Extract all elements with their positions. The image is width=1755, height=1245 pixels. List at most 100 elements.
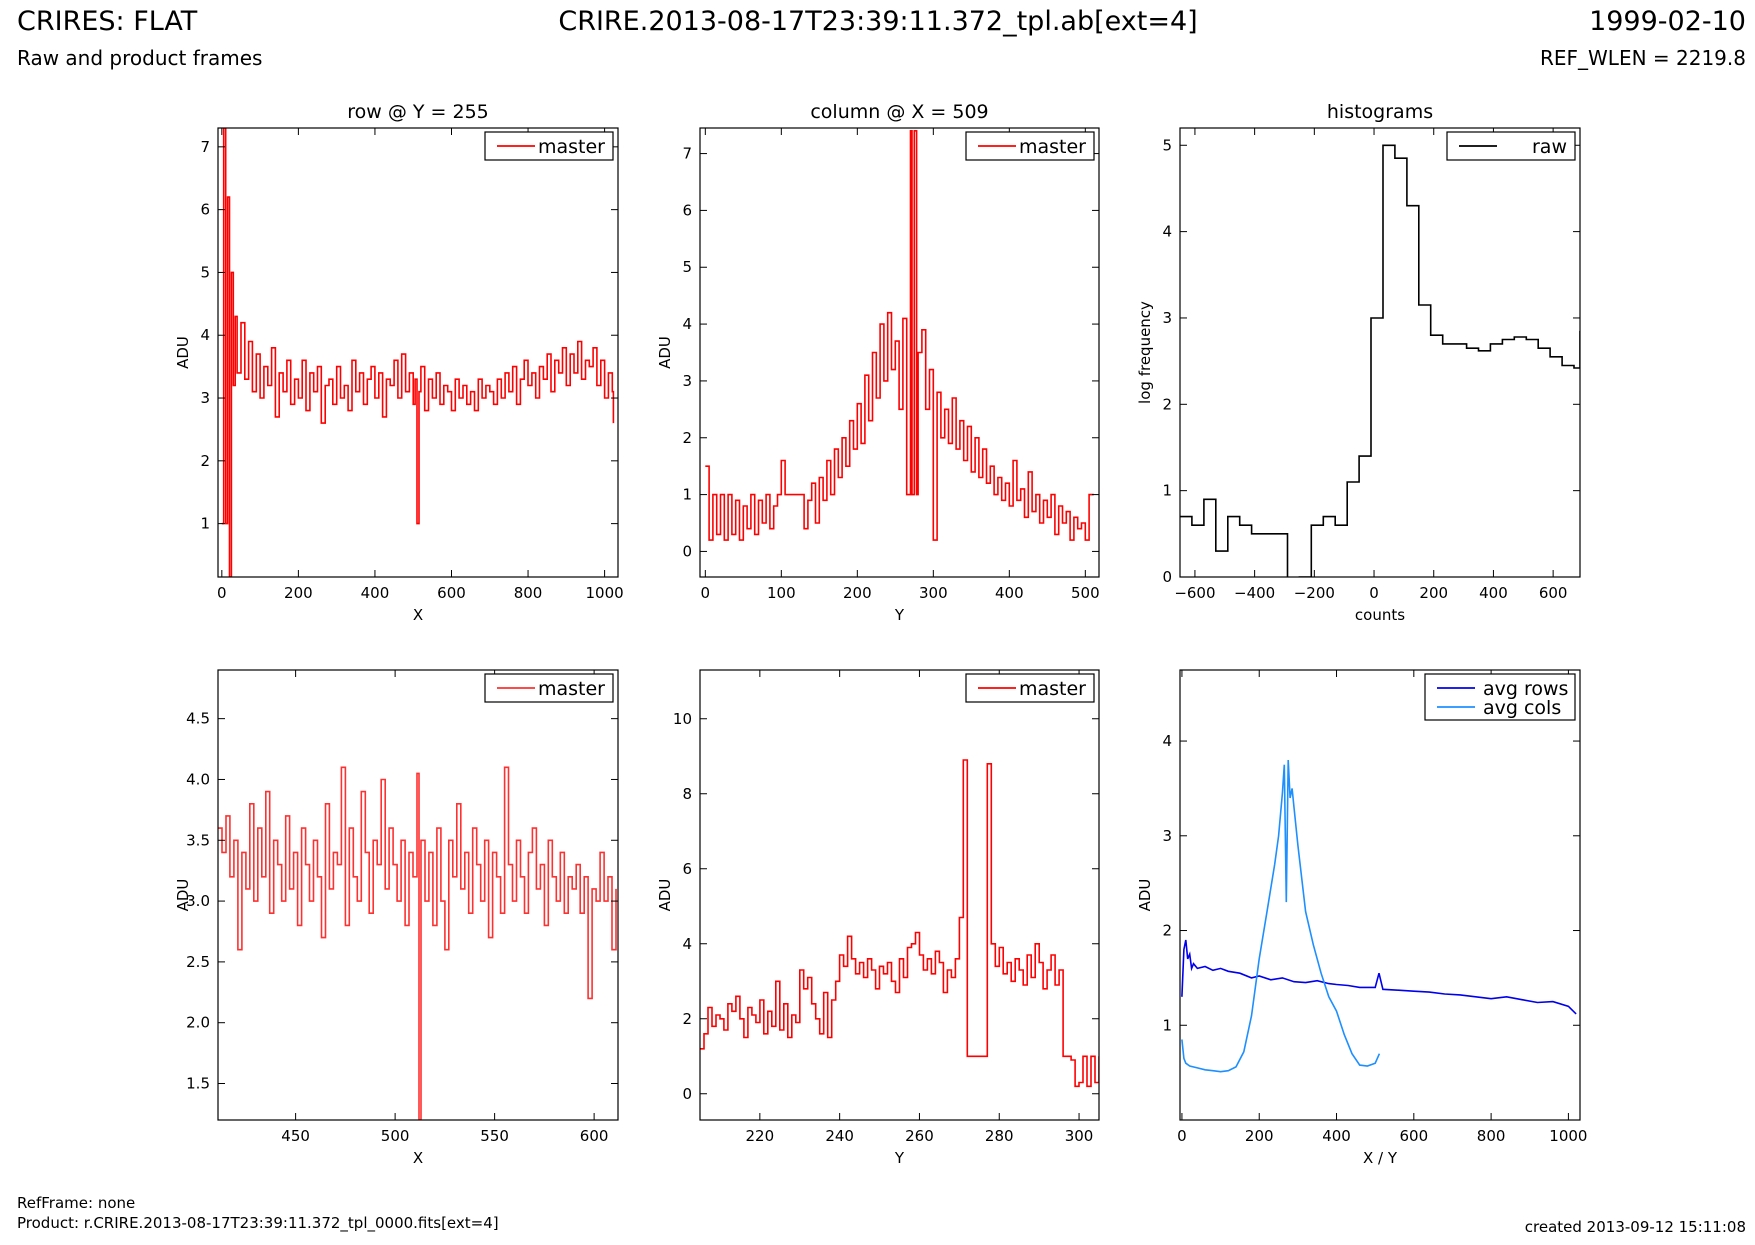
legend: master — [484, 131, 614, 161]
y-tick-label: 2 — [1162, 922, 1172, 940]
x-tick-label: −600 — [1174, 584, 1215, 602]
y-tick-label: 3.0 — [186, 892, 210, 910]
legend-box — [1424, 673, 1576, 721]
legend-label: master — [1019, 136, 1086, 158]
y-tick-label: 1 — [1162, 1016, 1172, 1034]
x-axis-label: Y — [894, 606, 905, 624]
series-line-master — [221, 128, 615, 577]
file-name-title: CRIRE.2013-08-17T23:39:11.372_tpl.ab[ext… — [558, 6, 1198, 37]
y-tick-label: 3 — [1162, 309, 1172, 327]
x-tick-label: 0 — [217, 584, 227, 602]
y-tick-label: 4.5 — [186, 710, 210, 728]
legend: master — [484, 673, 614, 703]
series-line-master — [218, 766, 617, 1120]
x-tick-label: 400 — [1322, 1127, 1351, 1145]
chart-panel-5: 220 240 260 280 300 0 2 4 6 8 10 Y ADU master — [656, 669, 1100, 1167]
x-axis-label: counts — [1355, 606, 1405, 624]
y-tick-label: 4 — [200, 326, 210, 344]
x-tick-label: 400 — [1479, 584, 1508, 602]
chart-panel-1: 0 200 400 600 800 1000 1 2 3 4 5 6 7 row @ Y = 255 X AD… — [174, 101, 624, 624]
y-tick-label: 5 — [1162, 136, 1172, 154]
x-tick-label: 100 — [767, 584, 796, 602]
y-tick-label: 1 — [682, 486, 692, 504]
x-tick-label: 200 — [1245, 1127, 1274, 1145]
y-tick-label: 7 — [200, 138, 210, 156]
y-tick-label: 2 — [1162, 395, 1172, 413]
x-tick-label: 200 — [284, 584, 313, 602]
y-tick-label: 10 — [673, 710, 692, 728]
x-tick-label: 800 — [514, 584, 543, 602]
x-tick-label: 600 — [580, 1127, 609, 1145]
x-axis-label: X — [413, 1149, 423, 1167]
y-tick-label: 2 — [200, 452, 210, 470]
x-tick-label: 200 — [843, 584, 872, 602]
x-axis-label: X / Y — [1363, 1149, 1398, 1167]
x-tick-label: 800 — [1477, 1127, 1506, 1145]
x-tick-label: 600 — [1539, 584, 1568, 602]
x-tick-label: 550 — [480, 1127, 509, 1145]
x-tick-label: 0 — [701, 584, 711, 602]
x-tick-label: 400 — [995, 584, 1024, 602]
refframe-label: RefFrame: none — [17, 1194, 136, 1212]
y-tick-label: 0 — [1162, 568, 1172, 586]
date-title: 1999-02-10 — [1589, 6, 1746, 37]
y-tick-label: 4 — [1162, 223, 1172, 241]
x-tick-label: 260 — [905, 1127, 934, 1145]
x-tick-label: 600 — [437, 584, 466, 602]
plot-frame — [1179, 669, 1581, 1121]
y-tick-label: 2 — [682, 1010, 692, 1028]
x-tick-label: 450 — [281, 1127, 310, 1145]
legend-label: master — [538, 136, 605, 158]
legend-label: master — [1019, 678, 1086, 700]
y-tick-label: 6 — [682, 201, 692, 219]
x-tick-label: 0 — [1369, 584, 1379, 602]
series-line-master — [700, 759, 1099, 1088]
chart-panel-6: 0 200 400 600 800 1000 1 2 3 4 X / Y ADU avg rowsavg… — [1136, 669, 1587, 1167]
y-tick-label: 7 — [682, 145, 692, 163]
chart-title: row @ Y = 255 — [347, 101, 489, 123]
x-tick-label: 400 — [361, 584, 390, 602]
legend: master — [965, 673, 1095, 703]
product-label: Product: r.CRIRE.2013-08-17T23:39:11.372… — [17, 1214, 499, 1232]
y-axis-label: ADU — [656, 879, 674, 912]
x-tick-label: 1000 — [1549, 1127, 1587, 1145]
y-tick-label: 3 — [1162, 827, 1172, 845]
report-title: CRIRES: FLAT — [17, 6, 198, 37]
y-tick-label: 5 — [200, 263, 210, 281]
legend-box — [484, 131, 614, 161]
plot-frame — [1179, 127, 1581, 578]
y-tick-label: 8 — [682, 785, 692, 803]
report-subtitle: Raw and product frames — [17, 46, 263, 70]
y-tick-label: 1.5 — [186, 1075, 210, 1093]
y-tick-label: 1 — [200, 515, 210, 533]
y-tick-label: 4 — [1162, 732, 1172, 750]
x-tick-label: 300 — [1065, 1127, 1094, 1145]
series-line-raw — [1180, 144, 1580, 577]
x-tick-label: 300 — [919, 584, 948, 602]
y-axis-label: ADU — [174, 879, 192, 912]
y-tick-label: 6 — [200, 201, 210, 219]
created-timestamp: created 2013-09-12 15:11:08 — [1524, 1218, 1746, 1236]
x-tick-label: 500 — [1071, 584, 1100, 602]
x-tick-label: 240 — [825, 1127, 854, 1145]
legend-label: raw — [1532, 136, 1567, 158]
plot-frame — [217, 127, 619, 578]
x-tick-label: −200 — [1294, 584, 1335, 602]
chart-panel-4: 450 500 550 600 1.5 2.0 2.5 3.0 3.5 4.0 4.5 X ADU mas… — [174, 669, 619, 1167]
y-axis-label: ADU — [1136, 879, 1154, 912]
y-tick-label: 3 — [200, 389, 210, 407]
y-tick-label: 2.0 — [186, 1014, 210, 1032]
y-tick-label: 4.0 — [186, 770, 210, 788]
x-tick-label: 0 — [1177, 1127, 1187, 1145]
y-tick-label: 4 — [682, 315, 692, 333]
legend-label: avg rows — [1483, 678, 1568, 700]
y-tick-label: 6 — [682, 860, 692, 878]
y-tick-label: 5 — [682, 258, 692, 276]
y-axis-label: ADU — [174, 336, 192, 369]
x-tick-label: 280 — [985, 1127, 1014, 1145]
x-tick-label: 500 — [381, 1127, 410, 1145]
x-tick-label: 600 — [1399, 1127, 1428, 1145]
plot-frame — [699, 127, 1100, 578]
